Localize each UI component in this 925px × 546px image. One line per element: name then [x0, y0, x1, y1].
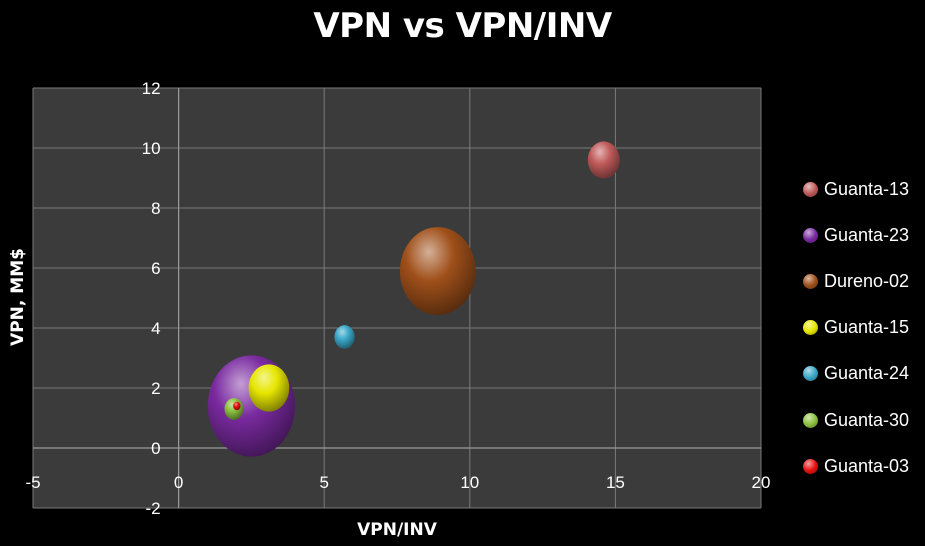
- x-tick-label: 0: [174, 473, 183, 492]
- y-tick-label: 6: [151, 259, 160, 278]
- x-tick-label: 5: [319, 473, 328, 492]
- legend-swatch: [803, 366, 818, 382]
- y-axis-title: VPN, MM$: [8, 248, 28, 346]
- gridlines: [32, 87, 762, 509]
- x-tick-label: 10: [460, 473, 479, 492]
- y-tick-label: -2: [145, 499, 160, 518]
- y-tick-label: 2: [151, 379, 160, 398]
- legend-item: Guanta-13: [803, 166, 909, 212]
- legend-swatch: [803, 273, 818, 289]
- plot-area: [33, 88, 761, 508]
- y-tick-label: 4: [151, 319, 160, 338]
- x-axis-title: VPN/INV: [357, 520, 438, 540]
- y-tick-label: 10: [142, 139, 161, 158]
- legend-swatch: [803, 227, 818, 243]
- legend-swatch: [803, 181, 818, 197]
- legend-item: Guanta-03: [803, 443, 909, 489]
- x-tick-label: 20: [752, 473, 771, 492]
- legend-swatch: [803, 320, 818, 336]
- tick-labels: -2 0 2 4 6 8 10 12 -5 0 5 10 15 20: [25, 79, 770, 518]
- legend-label: Guanta-23: [824, 224, 910, 245]
- legend: Guanta-13 Guanta-23 Dureno-02 Guanta-15 Guan…: [803, 166, 909, 489]
- y-tick-label: 0: [151, 439, 160, 458]
- bubble-guanta-30: [224, 398, 244, 420]
- legend-swatch: [803, 458, 818, 474]
- bubbles: [207, 141, 620, 457]
- legend-item: Guanta-23: [803, 212, 909, 258]
- legend-item: Guanta-30: [803, 397, 909, 443]
- axes: [33, 88, 761, 508]
- bubble-guanta-24: [334, 325, 355, 349]
- legend-item: Guanta-15: [803, 305, 909, 351]
- legend-label: Guanta-15: [824, 317, 910, 338]
- bubble-guanta-15: [248, 364, 290, 412]
- legend-label: Guanta-03: [824, 455, 910, 476]
- legend-item: Guanta-24: [803, 351, 909, 397]
- y-tick-label: 12: [142, 79, 161, 98]
- y-tick-label: 8: [151, 199, 160, 218]
- x-tick-label: 15: [606, 473, 625, 492]
- legend-label: Dureno-02: [824, 270, 910, 291]
- legend-label: Guanta-24: [824, 363, 910, 384]
- legend-label: Guanta-30: [824, 409, 910, 430]
- bubble-guanta-13: [587, 141, 620, 179]
- legend-label: Guanta-13: [824, 178, 910, 199]
- legend-item: Dureno-02: [803, 258, 909, 304]
- x-tick-label: -5: [25, 473, 40, 492]
- legend-swatch: [803, 412, 818, 428]
- bubble-guanta-03: [233, 401, 241, 411]
- bubble-dureno-02: [399, 227, 476, 315]
- chart-title: VPN vs VPN/INV: [313, 6, 612, 46]
